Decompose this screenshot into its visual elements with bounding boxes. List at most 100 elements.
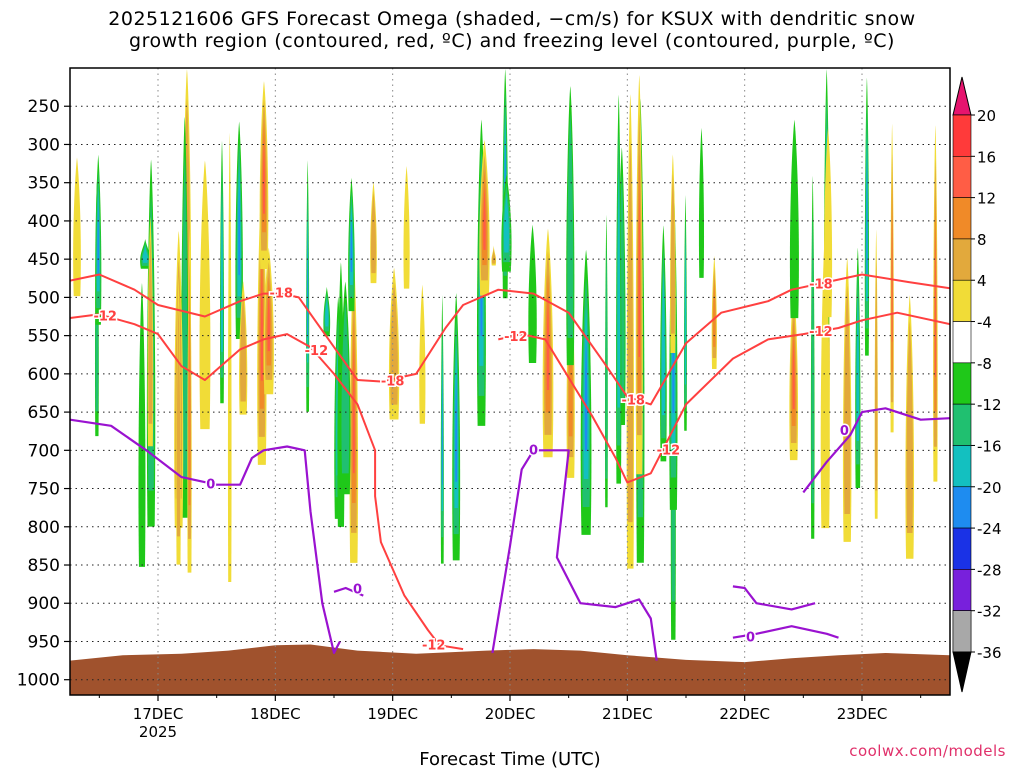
colorbar-label: -12 [977, 396, 1002, 414]
omega-cell [199, 160, 211, 430]
colorbar-max-arrow [952, 76, 972, 116]
omega-cell [934, 230, 936, 377]
omega-cell [260, 262, 263, 381]
x-axis-label: Forecast Time (UTC) [419, 749, 600, 768]
omega-cell [181, 156, 188, 479]
omega-cell [891, 214, 893, 342]
omega-cell [906, 321, 913, 533]
omega-cell [856, 294, 860, 441]
chart-title: 2025121606 GFS Forecast Omega (shaded, −… [0, 8, 1024, 52]
colorbar-swatch [952, 321, 972, 364]
dgz-contour-minus12-a [70, 313, 464, 651]
omega-cell [698, 127, 705, 278]
y-tick-label-300: 300 [28, 135, 60, 155]
y-tick-label-500: 500 [28, 288, 60, 308]
omega-cell [325, 296, 329, 327]
dgz-label-minus12: -12 [305, 344, 329, 359]
colorbar-label: -24 [977, 520, 1002, 538]
omega-cell [73, 157, 81, 297]
x-tick-label-19DEC: 19DEC [367, 705, 418, 723]
y-tick-label-900: 900 [28, 594, 60, 614]
omega-cell [262, 136, 266, 214]
omega-cell [627, 140, 634, 523]
colorbar-label: -32 [977, 603, 1002, 621]
x-axis: 17DEC 18DEC 19DEC 20DEC 21DEC 22DEC 23DEC 2025 [98, 695, 922, 741]
colorbar-label: -4 [977, 314, 992, 332]
omega-cell [503, 193, 509, 253]
x-tick-label-18DEC: 18DEC [250, 705, 301, 723]
colorbar-swatch [952, 114, 972, 157]
colorbar-swatch [952, 527, 972, 570]
x-tick-label-23DEC: 23DEC [837, 705, 888, 723]
dgz-label-minus12: -12 [657, 443, 681, 458]
y-axis: 250 300 350 400 450 500 550 600 650 700 750 800 850 9… [17, 97, 70, 691]
omega-cell [188, 295, 191, 506]
freezing-label: 0 [746, 631, 755, 646]
y-tick-label-950: 950 [28, 632, 60, 652]
omega-cell [138, 282, 146, 567]
omega-cell [712, 278, 716, 347]
colorbar-swatch [952, 403, 972, 446]
y-tick-label-700: 700 [28, 441, 60, 461]
omega-cell [866, 159, 868, 274]
freezing-level-contour-5 [802, 407, 950, 494]
dgz-label-minus18: -18 [381, 375, 405, 390]
omega-cell [441, 374, 443, 485]
omega-cell [403, 165, 410, 289]
colorbar-swatch [952, 197, 972, 240]
omega-cell [824, 128, 833, 318]
freezing-label: 0 [206, 478, 215, 493]
dgz-contour-minus12-b [498, 311, 950, 484]
omega-cell [684, 241, 687, 385]
omega-shaded-field [70, 68, 950, 695]
y-tick-label-1000: 1000 [17, 671, 60, 691]
colorbar-swatch [952, 610, 972, 653]
dgz-label-minus12: -12 [504, 330, 528, 345]
y-tick-label-800: 800 [28, 518, 60, 538]
colorbar-label: 16 [977, 148, 996, 166]
colorbar-swatch [952, 569, 972, 611]
credit-text: coolwx.com/models [849, 742, 1006, 760]
colorbar-swatch [952, 486, 972, 529]
chart-title-line-2: growth region (contoured, red, ºC) and f… [129, 30, 895, 52]
x-year-label: 2025 [139, 723, 177, 741]
omega-cell [789, 119, 799, 319]
colorbar-label: 12 [977, 190, 996, 208]
contours: -12 -12 -12 -12 -12 -12 -18 -18 -18 -18 0 0 0 0 0 [70, 273, 950, 661]
freezing-label: 0 [353, 582, 362, 597]
x-tick-label-22DEC: 22DEC [719, 705, 770, 723]
x-tick-label-17DEC: 17DEC [133, 705, 184, 723]
dgz-label-minus18: -18 [621, 394, 645, 409]
colorbar: 20 16 12 8 4 -4 -8 -12 -16 -20 -24 -28 -32 -36 [952, 76, 1002, 693]
omega-cell [617, 171, 621, 408]
omega-cell [567, 113, 574, 338]
omega-cell [483, 185, 486, 250]
y-tick-label-400: 400 [28, 212, 60, 232]
y-tick-label-750: 750 [28, 480, 60, 500]
colorbar-label: -36 [977, 644, 1002, 662]
freezing-level-contour-0 [70, 418, 341, 654]
colorbar-swatch [952, 279, 972, 322]
terrain-surface [70, 644, 950, 695]
omega-cell [307, 234, 309, 338]
omega-cell [352, 347, 355, 474]
omega-cell [419, 284, 426, 424]
y-tick-label-650: 650 [28, 403, 60, 423]
omega-cell [605, 243, 608, 479]
colorbar-label: -20 [977, 479, 1002, 497]
omega-cell [370, 191, 376, 274]
freezing-level-contour-2 [491, 449, 658, 661]
colorbar-label: -28 [977, 561, 1002, 579]
omega-cell [670, 173, 675, 334]
freezing-label: 0 [529, 443, 538, 458]
colorbar-swatch [952, 238, 972, 281]
grid-lines [70, 68, 950, 695]
omega-cell [455, 371, 458, 482]
colorbar-min-arrow [952, 651, 972, 693]
colorbar-label: -16 [977, 437, 1002, 455]
dgz-label-minus12: -12 [422, 638, 446, 653]
y-tick-label-550: 550 [28, 327, 60, 347]
omega-cell [638, 192, 641, 357]
omega-cell [142, 244, 148, 263]
